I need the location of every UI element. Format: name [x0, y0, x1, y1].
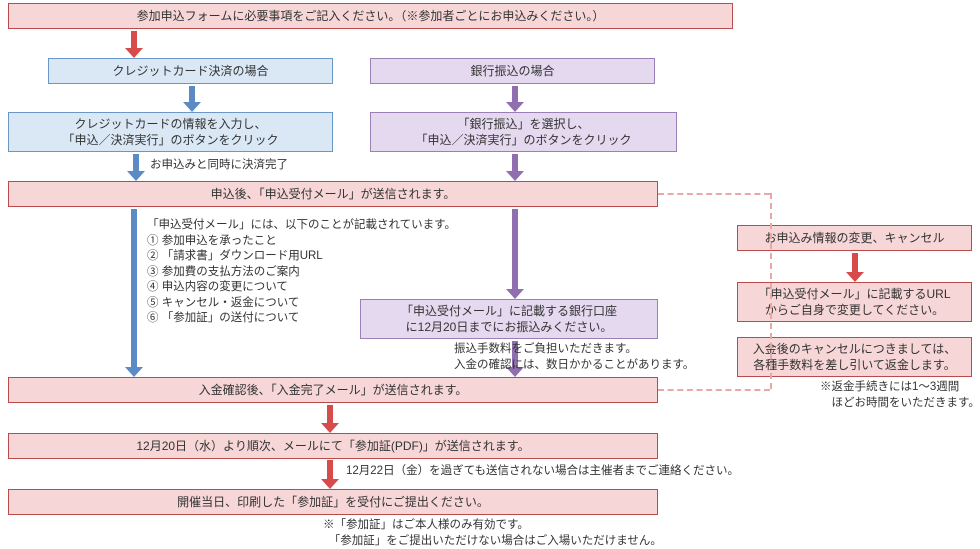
arrow-shaft [327, 460, 333, 479]
arrow-head-icon [125, 367, 143, 377]
node-line: 入金後のキャンセルにつきましては、 [753, 341, 956, 357]
arrow-head-icon [846, 272, 864, 282]
node-n3: 銀行振込の場合 [370, 58, 655, 84]
note-t6: ※返金手続きには1～3週間 ほどお時間をいただきます。 [820, 380, 980, 411]
arrow-head-icon [506, 102, 524, 112]
arrow-head-icon [321, 423, 339, 433]
arrow-shaft [512, 86, 518, 102]
flowchart-canvas: 参加申込フォームに必要事項をご記入ください。（※参加者ごとにお申込みください。）… [0, 0, 980, 533]
arrow-shaft [131, 31, 137, 48]
node-line: クレジットカードの情報を入力し、 [74, 116, 266, 132]
note-line: ※「参加証」はご本人様のみ有効です。 [323, 518, 662, 534]
note-line: ② 「請求書」ダウンロード用URL [147, 249, 456, 265]
node-n11: お申込み情報の変更、キャンセル [737, 225, 972, 251]
arrow-shaft [512, 154, 518, 171]
node-n8: 入金確認後、「入金完了メール」が送信されます。 [8, 377, 658, 403]
note-line: 振込手数料をご負担いただきます。 [454, 342, 694, 358]
note-line: ④ 申込内容の変更について [147, 280, 456, 296]
note-t4: 12月22日（金）を過ぎても送信されない場合は主催者までご連絡ください。 [346, 464, 739, 480]
note-line: 「参加証」をご提出いただけない場合はご入場いただけません。 [323, 534, 662, 549]
dashed-link-vertical [770, 193, 772, 389]
arrow-a6 [125, 209, 143, 377]
arrow-a3 [506, 86, 524, 112]
arrow-head-icon [125, 48, 143, 58]
arrow-a1 [125, 31, 143, 58]
dashed-link-d1 [658, 193, 770, 195]
dashed-link-d2 [658, 389, 770, 391]
note-t1: お申込みと同時に決済完了 [150, 158, 288, 174]
arrow-shaft [512, 209, 518, 289]
node-n9: 12月20日（水）より順次、メールにて「参加証(PDF)」が送信されます。 [8, 433, 658, 459]
arrow-a2 [183, 86, 201, 112]
arrow-a11 [846, 253, 864, 282]
arrow-head-icon [506, 171, 524, 181]
node-line: 「申込／決済実行」のボタンをクリック [62, 132, 278, 148]
arrow-shaft [327, 405, 333, 423]
node-line: からご自身で変更してください。 [765, 302, 944, 318]
note-line: 「申込受付メール」には、以下のことが記載されています。 [147, 218, 456, 234]
node-line: 各種手数料を差し引いて返金します。 [753, 357, 955, 373]
node-line: 「銀行振込」を選択し、 [457, 116, 589, 132]
note-t2: 「申込受付メール」には、以下のことが記載されています。① 参加申込を承ったこと②… [147, 218, 456, 327]
node-n4: クレジットカードの情報を入力し、「申込／決済実行」のボタンをクリック [8, 112, 333, 152]
arrow-head-icon [506, 289, 524, 299]
arrow-shaft [133, 154, 139, 171]
node-line: 「申込／決済実行」のボタンをクリック [415, 132, 631, 148]
arrow-a10 [321, 460, 339, 489]
arrow-head-icon [183, 102, 201, 112]
node-n1: 参加申込フォームに必要事項をご記入ください。（※参加者ごとにお申込みください。） [8, 3, 733, 29]
node-line: 「申込受付メール」に記載するURL [758, 286, 950, 302]
arrow-head-icon [127, 171, 145, 181]
note-t5: ※「参加証」はご本人様のみ有効です。 「参加証」をご提出いただけない場合はご入場… [323, 518, 662, 549]
arrow-shaft [131, 209, 137, 367]
note-line: ⑤ キャンセル・返金について [147, 296, 456, 312]
note-line: ほどお時間をいただきます。 [820, 396, 980, 412]
arrow-shaft [852, 253, 858, 272]
node-n2: クレジットカード決済の場合 [48, 58, 333, 84]
arrow-head-icon [321, 479, 339, 489]
arrow-shaft [189, 86, 195, 102]
arrow-a5 [506, 154, 524, 181]
node-n13: 入金後のキャンセルにつきましては、各種手数料を差し引いて返金します。 [737, 337, 972, 377]
node-n6: 申込後、「申込受付メール」が送信されます。 [8, 181, 658, 207]
node-n12: 「申込受付メール」に記載するURLからご自身で変更してください。 [737, 282, 972, 322]
note-line: ① 参加申込を承ったこと [147, 234, 456, 250]
note-line: ③ 参加費の支払方法のご案内 [147, 265, 456, 281]
note-line: ⑥ 「参加証」の送付について [147, 311, 456, 327]
note-line: 入金の確認には、数日かかることがあります。 [454, 358, 694, 374]
note-t3: 振込手数料をご負担いただきます。入金の確認には、数日かかることがあります。 [454, 342, 694, 373]
node-n10: 開催当日、印刷した「参加証」を受付にご提出ください。 [8, 489, 658, 515]
node-n5: 「銀行振込」を選択し、「申込／決済実行」のボタンをクリック [370, 112, 677, 152]
note-line: ※返金手続きには1～3週間 [820, 380, 980, 396]
arrow-a7 [506, 209, 524, 299]
arrow-a9 [321, 405, 339, 433]
arrow-a4 [127, 154, 145, 181]
